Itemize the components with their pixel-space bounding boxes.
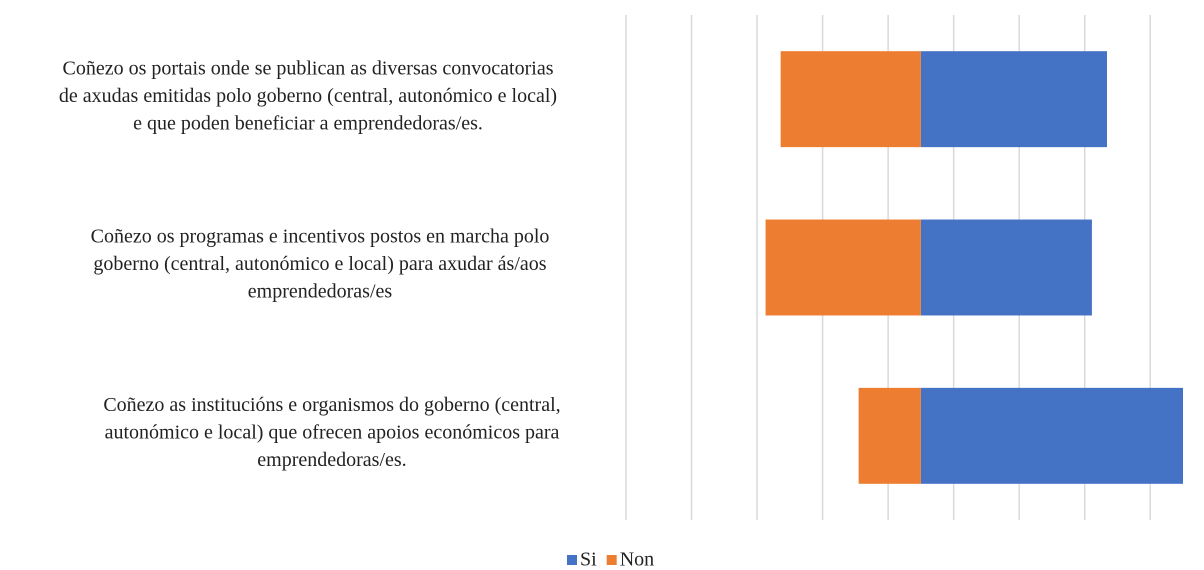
category-label: e que poden beneficiar a emprendedoras/e… <box>133 112 483 134</box>
category-label: emprendedoras/es <box>248 281 393 303</box>
category-label: Coñezo os programas e incentivos postos … <box>91 226 550 248</box>
bar <box>765 219 921 316</box>
legend-label: Si <box>580 549 597 570</box>
category-label: Coñezo os portais onde se publican as di… <box>63 57 554 79</box>
bar <box>920 387 1183 484</box>
bar <box>780 51 921 148</box>
legend-swatch <box>567 555 577 565</box>
category-label: emprendedoras/es. <box>257 449 406 471</box>
bar <box>920 219 1092 316</box>
legend-swatch <box>606 555 617 565</box>
category-label: autonómico e local) que ofrecen apoios e… <box>105 421 560 443</box>
bar <box>920 51 1107 148</box>
category-label: goberno (central, autonómico e local) pa… <box>93 253 546 275</box>
bar <box>858 387 921 484</box>
category-label: de axudas emitidas polo goberno (central… <box>59 85 557 107</box>
category-label: Coñezo as institucións e organismos do g… <box>103 394 560 416</box>
legend-label: Non <box>620 549 654 570</box>
